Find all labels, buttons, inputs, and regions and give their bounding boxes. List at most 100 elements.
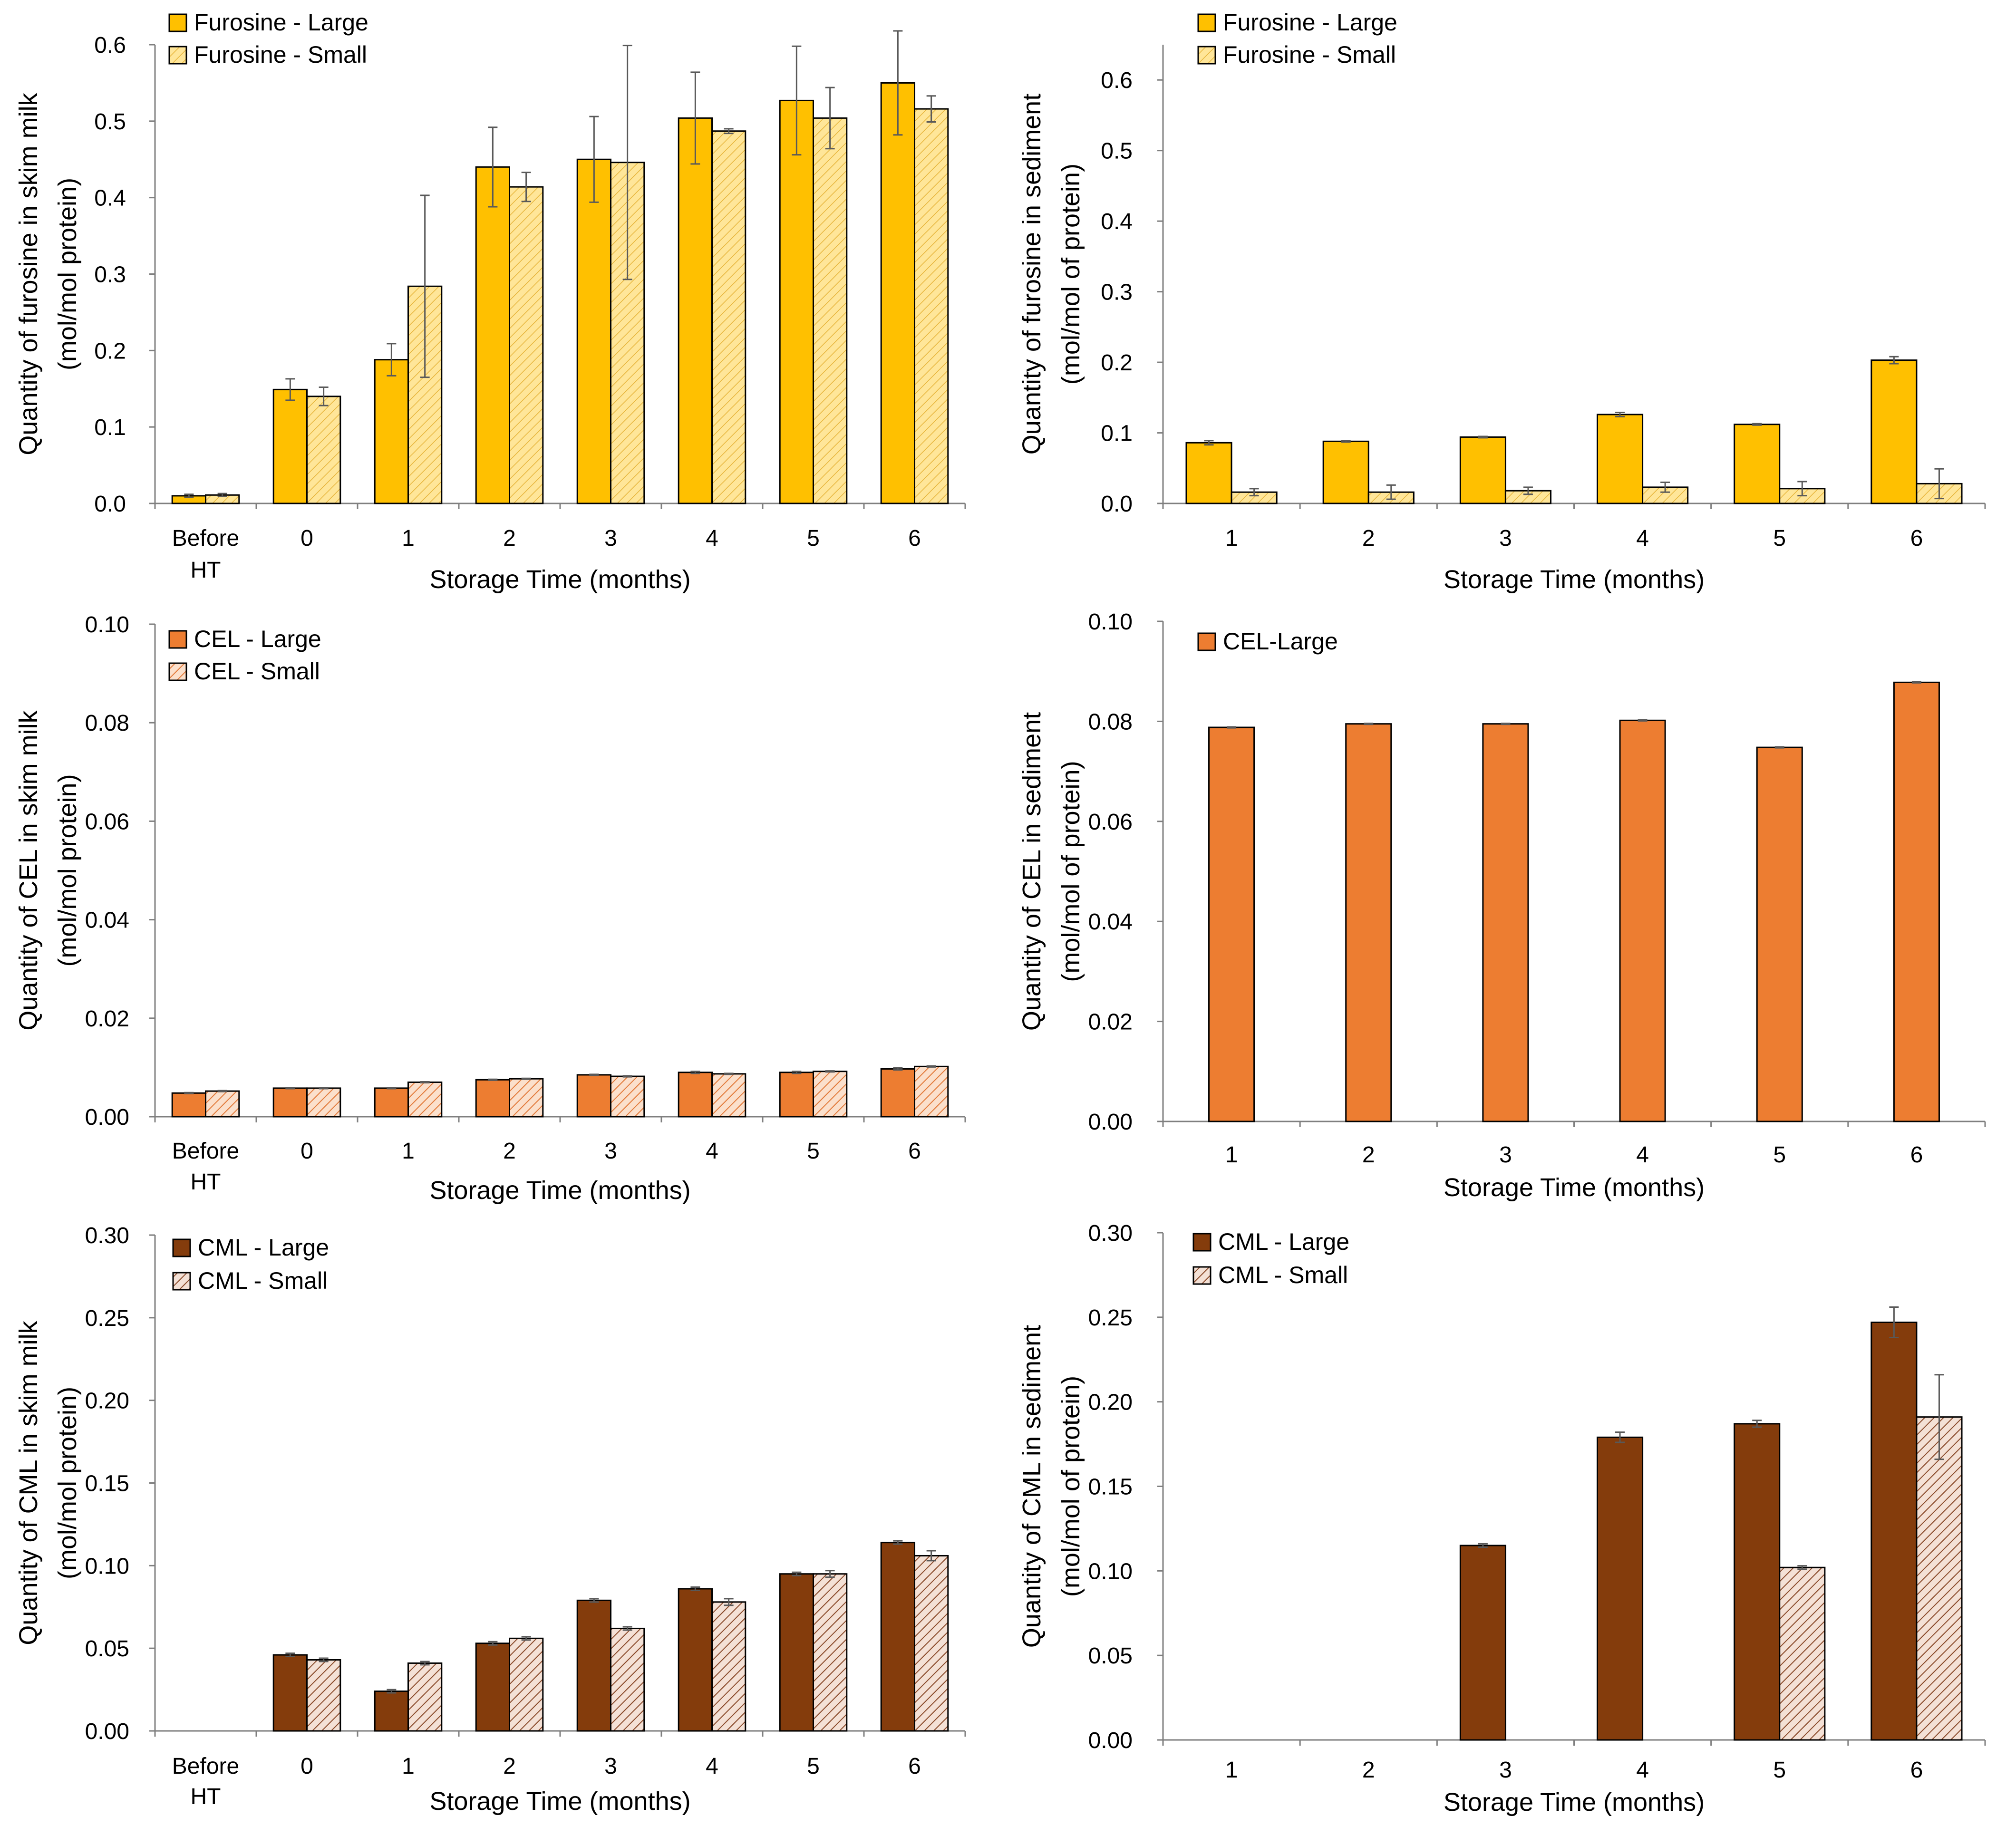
bar-cml-large-3[interactable] — [475, 1642, 511, 1732]
bar-furosine-large-3[interactable] — [475, 166, 511, 504]
y-tick-label: 0.3 — [1101, 280, 1133, 305]
bar-cml-large-1[interactable] — [272, 1654, 308, 1732]
bar-cml-large-2[interactable] — [374, 1691, 409, 1732]
bar-cel-large-4[interactable] — [1756, 746, 1803, 1122]
bar-cel-small-2[interactable] — [407, 1081, 443, 1118]
x-tick-label: 1 — [1225, 1758, 1238, 1783]
bar-furosine-large-4[interactable] — [1734, 424, 1781, 504]
x-axis-title: Storage Time (months) — [429, 565, 690, 594]
bar-cel-large-0[interactable] — [1208, 726, 1255, 1122]
y-tick-label: 0.30 — [1088, 1221, 1133, 1246]
bar-cml-large-4[interactable] — [576, 1599, 611, 1732]
x-tick-label: 5 — [1773, 1142, 1786, 1168]
bar-furosine-large-5[interactable] — [678, 117, 713, 504]
bar-cel-large-0[interactable] — [171, 1092, 206, 1118]
y-tick-label: 0.05 — [1088, 1643, 1133, 1669]
bar-cel-large-5[interactable] — [678, 1072, 713, 1118]
x-tick-label: 4 — [706, 1754, 718, 1779]
x-tick-label: 4 — [1636, 1142, 1649, 1168]
bar-furosine-large-5[interactable] — [1871, 359, 1918, 504]
x-tick-label: 4 — [706, 526, 718, 551]
bar-cml-small-2[interactable] — [407, 1662, 443, 1732]
legend-swatch — [168, 46, 187, 65]
x-tick-label: 6 — [1910, 1142, 1923, 1168]
y-axis-title: Quantity of CML in sediment — [1018, 1325, 1046, 1648]
bar-cml-small-4[interactable] — [1779, 1566, 1826, 1741]
bar-cml-small-4[interactable] — [610, 1627, 645, 1732]
x-tick-label: 2 — [1362, 1758, 1375, 1783]
bar-furosine-large-7[interactable] — [880, 82, 915, 504]
y-tick-label: 0.0 — [94, 492, 126, 517]
bar-cel-large-4[interactable] — [576, 1074, 611, 1118]
x-tick-label: HT — [191, 1784, 221, 1809]
x-tick-label: 0 — [300, 1754, 313, 1779]
bar-cel-large-1[interactable] — [272, 1087, 308, 1118]
bar-furosine-small-3[interactable] — [1642, 486, 1689, 504]
bar-furosine-large-0[interactable] — [1185, 442, 1232, 504]
bar-cel-large-3[interactable] — [475, 1079, 511, 1118]
bar-cel-large-5[interactable] — [1893, 681, 1940, 1122]
bar-cel-large-2[interactable] — [374, 1087, 409, 1118]
bar-furosine-large-2[interactable] — [374, 359, 409, 504]
x-tick-label: 1 — [402, 1754, 415, 1779]
chart-panels: 0.0 0.1 0.2 0.3 0.4 0.5 0.6 Quantity of furosin… — [14, 9, 1986, 1816]
bar-cml-small-5[interactable] — [711, 1601, 746, 1732]
bar-furosine-large-1[interactable] — [272, 388, 308, 504]
y-axis-subtitle: (mol/mol of protein) — [1056, 164, 1085, 385]
bar-furosine-large-1[interactable] — [1322, 440, 1369, 504]
y-axis-subtitle: (mol/mol protein) — [53, 1387, 82, 1579]
bar-furosine-small-6[interactable] — [813, 117, 848, 504]
bar-cml-large-3[interactable] — [1596, 1436, 1644, 1741]
y-tick-label: 0.08 — [85, 711, 129, 736]
bar-cel-small-0[interactable] — [205, 1090, 240, 1118]
bar-cml-small-1[interactable] — [306, 1659, 341, 1732]
bar-cml-large-2[interactable] — [1459, 1545, 1506, 1741]
bar-cel-small-4[interactable] — [610, 1075, 645, 1118]
bar-cml-large-4[interactable] — [1734, 1423, 1781, 1741]
bar-furosine-small-1[interactable] — [306, 396, 341, 504]
bar-cel-large-2[interactable] — [1482, 723, 1529, 1122]
bar-cml-large-5[interactable] — [1871, 1322, 1918, 1741]
bar-furosine-large-4[interactable] — [576, 158, 611, 504]
legend: CEL - Large CEL - Small — [168, 626, 321, 685]
x-tick-label: 4 — [1636, 526, 1649, 551]
y-tick-label: 0.15 — [85, 1471, 129, 1497]
legend-swatch — [172, 1272, 191, 1291]
x-tick-label: 6 — [1910, 526, 1923, 551]
legend: CML - Large CML - Small — [1192, 1228, 1349, 1288]
bar-cel-small-3[interactable] — [509, 1078, 544, 1118]
y-tick-label: 0.0 — [1101, 492, 1133, 517]
bar-cel-small-5[interactable] — [711, 1073, 746, 1118]
bar-cml-small-5[interactable] — [1916, 1416, 1963, 1741]
bar-furosine-small-7[interactable] — [914, 108, 949, 504]
bar-cml-small-6[interactable] — [813, 1573, 848, 1732]
bar-cml-small-7[interactable] — [914, 1555, 949, 1732]
y-tick-label: 0.2 — [94, 338, 126, 364]
y-tick-label: 0.10 — [1088, 609, 1133, 635]
y-tick-label: 0.06 — [1088, 810, 1133, 835]
bar-cml-large-7[interactable] — [880, 1542, 915, 1732]
bar-cel-small-6[interactable] — [813, 1071, 848, 1118]
bar-cel-small-1[interactable] — [306, 1087, 341, 1118]
legend-swatch — [168, 630, 187, 649]
bar-furosine-small-3[interactable] — [509, 186, 544, 504]
bar-furosine-large-6[interactable] — [779, 99, 814, 504]
bar-furosine-small-5[interactable] — [711, 130, 746, 504]
bar-furosine-large-2[interactable] — [1459, 436, 1506, 504]
y-tick-label: 0.5 — [94, 109, 126, 135]
bar-furosine-large-3[interactable] — [1596, 414, 1644, 504]
y-tick-label: 0.04 — [85, 908, 129, 933]
bar-cel-small-7[interactable] — [914, 1065, 949, 1118]
legend: CML - Large CML - Small — [172, 1234, 329, 1294]
bar-cml-large-5[interactable] — [678, 1588, 713, 1732]
x-tick-label: Before — [172, 1754, 239, 1779]
bar-cel-large-6[interactable] — [779, 1072, 814, 1118]
bar-cml-large-6[interactable] — [779, 1573, 814, 1732]
bar-furosine-small-2[interactable] — [407, 285, 443, 504]
legend-label: Furosine - Small — [194, 41, 367, 68]
bar-cel-large-3[interactable] — [1619, 719, 1666, 1122]
bar-cel-large-7[interactable] — [880, 1068, 915, 1118]
bar-cml-small-3[interactable] — [509, 1637, 544, 1732]
bar-cel-large-1[interactable] — [1345, 723, 1392, 1122]
x-tick-label: 6 — [908, 526, 921, 551]
